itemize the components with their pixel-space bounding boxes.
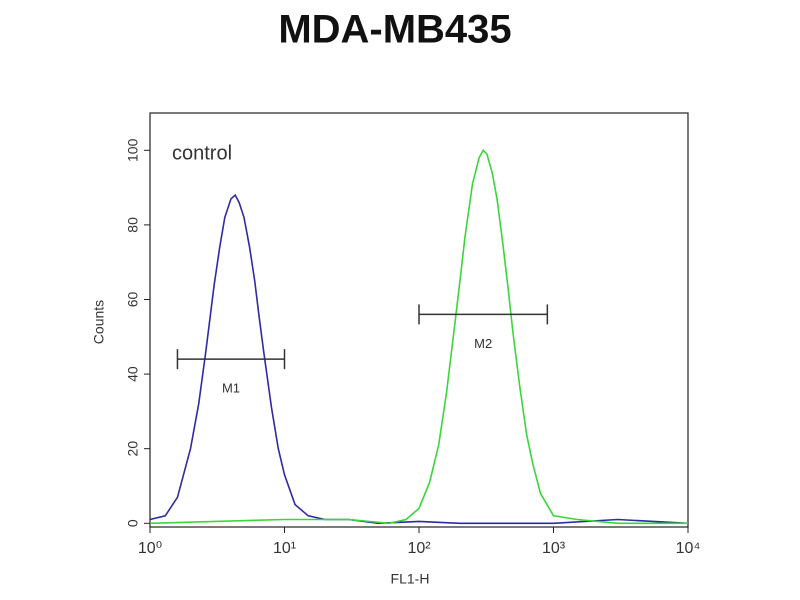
y-tick-label: 100 (125, 138, 141, 162)
chart-title: MDA-MB435 (278, 8, 511, 52)
y-tick-label: 40 (125, 366, 141, 382)
histogram-line (149, 193, 689, 525)
x-axis-label: FL1-H (391, 571, 430, 587)
annotation: control (172, 142, 232, 164)
marker-label: M1 (222, 381, 240, 396)
histogram-line (149, 148, 688, 525)
y-axis-label: Counts (91, 300, 107, 344)
y-tick-label: 0 (125, 519, 141, 527)
y-tick-label: 60 (125, 291, 141, 307)
x-tick-label: 10¹ (273, 540, 296, 557)
y-tick-label: 20 (125, 441, 141, 457)
y-tick-label: 80 (125, 217, 141, 233)
x-tick-label: 10³ (542, 540, 566, 557)
x-tick-label: 10⁴ (676, 540, 701, 557)
x-tick-label: 10⁰ (138, 540, 162, 557)
x-tick-label: 10² (407, 540, 431, 557)
marker-label: M2 (474, 336, 492, 351)
